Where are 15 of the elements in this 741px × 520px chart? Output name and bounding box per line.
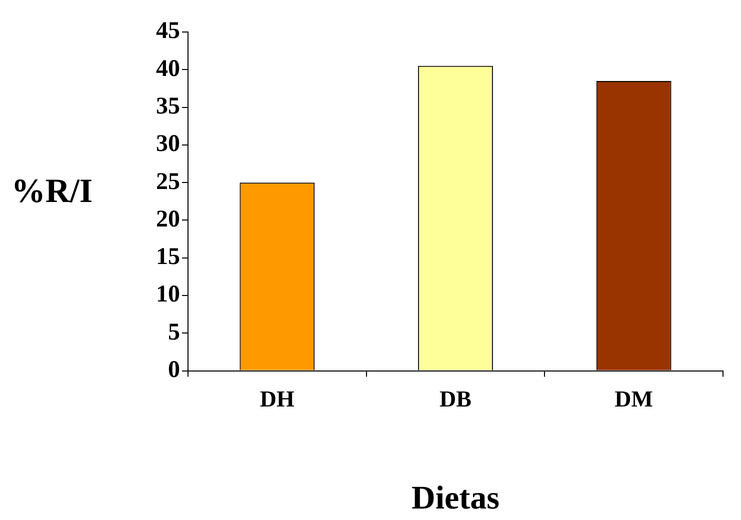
y-tick-label: 15	[156, 244, 180, 270]
x-axis-title: Dietas	[412, 480, 500, 517]
y-tick-label: 35	[156, 93, 180, 120]
y-tick-label: 0	[168, 357, 180, 384]
y-tick-label: 30	[156, 131, 180, 158]
y-tick-label: 5	[168, 319, 180, 346]
y-tick-label: 25	[156, 168, 180, 195]
y-tick-label: 10	[156, 282, 180, 308]
x-tick-label: DB	[440, 386, 472, 412]
y-tick-label: 40	[156, 56, 180, 82]
x-tick-label: DM	[614, 386, 654, 412]
y-tick-label: 20	[156, 206, 180, 232]
x-tick-label: DH	[260, 386, 295, 412]
y-axis-title: %R/I	[11, 172, 93, 210]
y-tick-label: 45	[156, 18, 180, 44]
